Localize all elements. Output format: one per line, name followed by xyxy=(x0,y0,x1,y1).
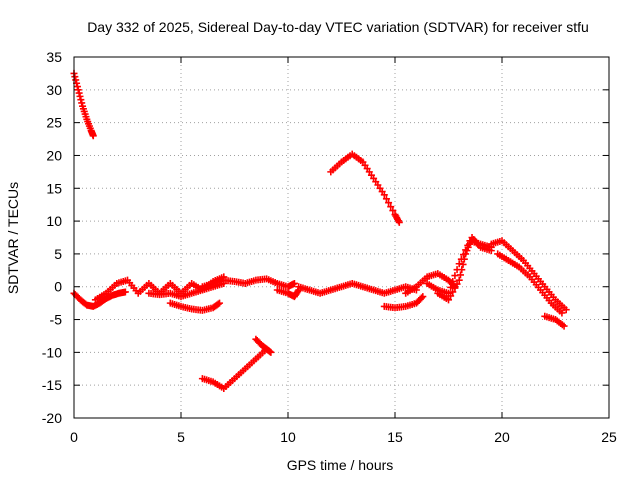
y-tick-label: -15 xyxy=(42,377,62,393)
data-point xyxy=(382,195,390,203)
data-point xyxy=(214,300,222,308)
data-point xyxy=(456,271,464,279)
y-tick-label: 20 xyxy=(46,147,62,163)
data-point xyxy=(73,83,81,91)
data-point xyxy=(395,218,403,226)
y-tick-label: 15 xyxy=(46,180,62,196)
data-point xyxy=(459,260,467,268)
data-point xyxy=(455,276,463,284)
data-point xyxy=(562,306,570,314)
data-point xyxy=(419,293,427,301)
series-arc-6 xyxy=(198,275,298,291)
plot-frame xyxy=(73,56,610,419)
data-point xyxy=(290,279,298,287)
data-point xyxy=(121,288,129,296)
data-point xyxy=(462,250,470,258)
series-arc-15 xyxy=(434,234,495,304)
data-point xyxy=(487,247,495,255)
data-point xyxy=(216,299,224,307)
data-point xyxy=(453,280,461,288)
y-tick-label: -10 xyxy=(42,344,62,360)
axis-ticks: 0 5 10 15 20 25 -20 -15 -10 -5 0 5 10 15 20 25 30 35 xyxy=(42,49,617,445)
data-point xyxy=(449,288,457,296)
data-point xyxy=(89,132,97,140)
data-point xyxy=(560,322,568,330)
data-point xyxy=(76,92,84,100)
y-tick-label: -20 xyxy=(42,410,62,426)
data-point xyxy=(75,89,83,97)
data-point xyxy=(460,255,468,263)
x-axis-label: GPS time / hours xyxy=(287,457,394,473)
data-point xyxy=(451,284,459,292)
data-point xyxy=(463,247,471,255)
series-arc-7 xyxy=(198,345,271,392)
data-point xyxy=(558,309,566,317)
data-point xyxy=(77,96,85,104)
data-point xyxy=(74,86,82,94)
data-point xyxy=(389,207,397,215)
data-point xyxy=(465,240,473,248)
series-arc-8 xyxy=(252,335,275,356)
series-arc-11 xyxy=(327,150,403,226)
x-tick-label: 25 xyxy=(601,429,617,445)
data-point xyxy=(294,287,302,295)
data-point xyxy=(267,348,275,356)
x-tick-label: 5 xyxy=(177,429,185,445)
y-tick-label: 25 xyxy=(46,115,62,131)
data-point xyxy=(445,296,452,304)
chart-title: Day 332 of 2025, Sidereal Day-to-day VTE… xyxy=(87,19,589,35)
x-tick-label: 15 xyxy=(387,429,403,445)
series-arc-2 xyxy=(70,288,129,310)
series-arc-5 xyxy=(166,299,224,314)
y-tick-label: 0 xyxy=(54,279,62,295)
y-axis-label: SDTVAR / TECUs xyxy=(5,182,21,294)
series-arc-18 xyxy=(541,312,568,330)
series-arc-10 xyxy=(295,279,420,297)
series-arc-16 xyxy=(487,237,570,314)
data-series xyxy=(70,69,570,392)
data-point xyxy=(71,73,79,81)
series-arc-17 xyxy=(494,250,566,317)
data-point xyxy=(380,191,388,199)
data-point xyxy=(447,292,455,300)
data-point xyxy=(72,76,80,84)
data-point xyxy=(458,266,466,274)
grid-lines xyxy=(74,57,609,418)
x-tick-label: 20 xyxy=(494,429,510,445)
data-point xyxy=(464,243,472,251)
data-point xyxy=(449,277,457,285)
data-point xyxy=(385,199,393,207)
y-tick-label: 30 xyxy=(46,82,62,98)
y-tick-label: 10 xyxy=(46,213,62,229)
x-tick-label: 0 xyxy=(70,429,78,445)
series-arc-12 xyxy=(380,293,427,312)
x-tick-label: 10 xyxy=(280,429,296,445)
y-tick-label: 35 xyxy=(46,49,62,65)
y-tick-label: 5 xyxy=(54,246,62,262)
data-point xyxy=(418,294,426,302)
data-point xyxy=(78,99,86,107)
data-point xyxy=(387,203,395,211)
y-tick-label: -5 xyxy=(50,312,63,328)
series-arc-1 xyxy=(70,69,97,140)
